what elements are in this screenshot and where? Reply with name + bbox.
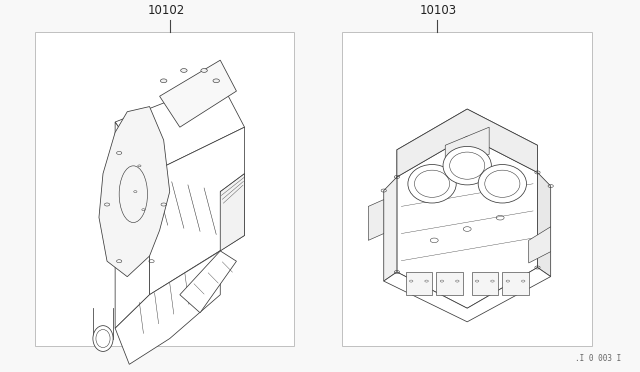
Polygon shape: [397, 109, 538, 177]
Polygon shape: [384, 267, 550, 322]
Polygon shape: [538, 173, 550, 276]
Polygon shape: [115, 122, 150, 328]
Polygon shape: [150, 127, 244, 295]
Polygon shape: [436, 272, 463, 295]
Circle shape: [161, 79, 167, 83]
Polygon shape: [384, 177, 397, 281]
Text: 10102: 10102: [148, 4, 185, 17]
Bar: [342, 32, 592, 346]
Polygon shape: [397, 109, 538, 177]
Polygon shape: [529, 227, 550, 263]
Polygon shape: [502, 272, 529, 295]
Ellipse shape: [408, 164, 456, 203]
Polygon shape: [406, 272, 432, 295]
Circle shape: [201, 68, 207, 72]
Circle shape: [180, 68, 187, 72]
Ellipse shape: [93, 326, 113, 352]
Polygon shape: [115, 251, 220, 364]
Polygon shape: [472, 272, 498, 295]
Polygon shape: [220, 174, 244, 251]
Circle shape: [213, 79, 220, 83]
Text: .I 0 003 I: .I 0 003 I: [575, 354, 621, 363]
Polygon shape: [397, 136, 538, 308]
Text: 10103: 10103: [420, 4, 457, 17]
Polygon shape: [115, 81, 244, 174]
Bar: [35, 32, 294, 346]
Polygon shape: [159, 60, 236, 127]
Polygon shape: [180, 251, 236, 313]
Ellipse shape: [478, 164, 527, 203]
Polygon shape: [369, 200, 384, 240]
Polygon shape: [99, 106, 170, 277]
Polygon shape: [445, 127, 489, 168]
Ellipse shape: [443, 147, 492, 185]
